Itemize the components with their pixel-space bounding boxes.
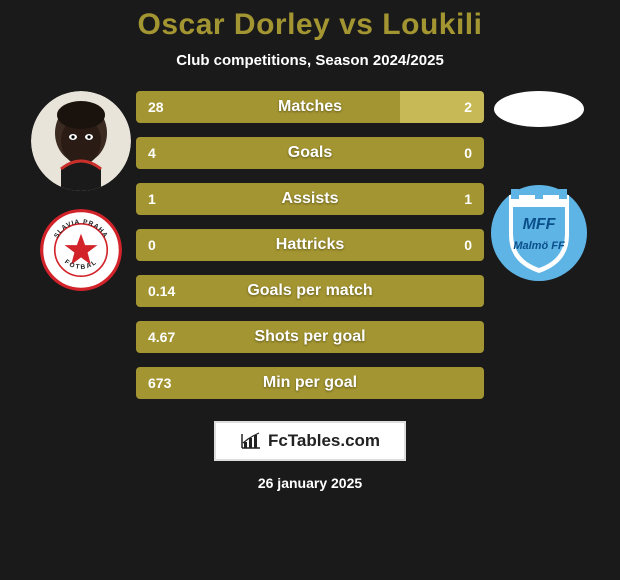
stat-bars: 28 Matches 2 4 Goals 0 1 Assists 1 0 Hattricks 0 0.1… [136, 91, 484, 399]
stat-label: Min per goal [263, 374, 357, 392]
stat-value-left: 4.67 [148, 329, 175, 345]
brand-text: FcTables.com [268, 431, 380, 451]
stat-row: 673 Min per goal [136, 367, 484, 399]
stat-row: 1 Assists 1 [136, 183, 484, 215]
stat-row: 0 Hattricks 0 [136, 229, 484, 261]
bar-fill-left [136, 91, 400, 123]
club-badge-right: MFF Malmö FF [489, 167, 589, 287]
player-avatar-right [494, 91, 584, 127]
stat-value-right: 0 [464, 145, 472, 161]
club-badge-left: SLAVIA PRAHA FOTBAL [40, 209, 122, 291]
svg-text:MFF: MFF [523, 216, 557, 233]
stat-row: 0.14 Goals per match [136, 275, 484, 307]
main-row: SLAVIA PRAHA FOTBAL 28 Matches 2 4 Goals 0 1 As… [0, 91, 620, 399]
left-player-col: SLAVIA PRAHA FOTBAL [26, 91, 136, 291]
stat-value-left: 1 [148, 191, 156, 207]
chart-icon [240, 432, 262, 450]
stat-value-left: 0 [148, 237, 156, 253]
player-avatar-left [31, 91, 131, 191]
stat-label: Hattricks [276, 236, 344, 254]
stat-label: Matches [278, 98, 342, 116]
stat-value-left: 0.14 [148, 283, 175, 299]
stat-row: 4.67 Shots per goal [136, 321, 484, 353]
stat-label: Shots per goal [254, 328, 365, 346]
stat-value-left: 4 [148, 145, 156, 161]
comparison-card: Oscar Dorley vs Loukili Club competition… [0, 0, 620, 580]
footer: FcTables.com 26 january 2025 [214, 421, 406, 491]
stat-label: Goals [288, 144, 332, 162]
stat-label: Goals per match [247, 282, 372, 300]
stat-label: Assists [282, 190, 339, 208]
stat-value-left: 28 [148, 99, 164, 115]
stat-row: 28 Matches 2 [136, 91, 484, 123]
stat-value-right: 0 [464, 237, 472, 253]
subtitle: Club competitions, Season 2024/2025 [176, 52, 444, 69]
stat-value-left: 673 [148, 375, 171, 391]
stat-value-right: 1 [464, 191, 472, 207]
date-text: 26 january 2025 [258, 475, 362, 491]
stat-value-right: 2 [464, 99, 472, 115]
brand-badge: FcTables.com [214, 421, 406, 461]
right-player-col: MFF Malmö FF [484, 91, 594, 287]
svg-text:Malmö FF: Malmö FF [513, 240, 565, 252]
page-title: Oscar Dorley vs Loukili [138, 8, 483, 42]
stat-row: 4 Goals 0 [136, 137, 484, 169]
